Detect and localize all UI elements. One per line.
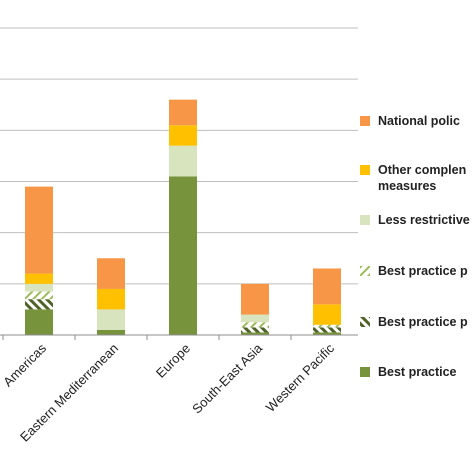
legend-label: Best practice [378,365,457,379]
legend-item-national-policy: National polic [360,113,460,129]
bar-segment [169,125,197,146]
legend-swatch-best-practice [360,367,370,377]
bar-segment [313,268,341,305]
bar-segment [25,283,53,292]
bar-segment [241,327,269,333]
bar-segment [97,309,125,330]
legend-item-less-restrictive: Less restrictive [360,212,470,228]
bar-segment [241,322,269,328]
legend-swatch-hatch-light [360,266,370,276]
bar-segment [241,283,269,315]
x-tick-label: Western Pacific [263,340,338,415]
legend-label: Best practice p [378,315,468,329]
bar-segment [25,299,53,310]
bar-segment [241,332,269,335]
legend-swatch-less-restrictive [360,215,370,225]
legend-label: Other complen measures [378,163,467,193]
legend-item-best-practice-p-light: Best practice p [360,263,468,279]
bar-segment [97,258,125,289]
bar-segment [169,99,197,126]
bar-segment [169,176,197,335]
bar-segment [313,332,341,335]
x-tick-label: Americas [0,340,49,389]
legend-label: National polic [378,114,460,128]
bar-segment [25,186,53,274]
legend-label: Less restrictive [378,213,470,227]
legend-label: Best practice p [378,264,468,278]
bar-segment [97,329,125,335]
bar-segment [313,327,341,333]
x-tick-label: South-East Asia [189,340,266,417]
x-tick-label: Europe [153,341,193,381]
bar-segment [313,324,341,328]
bar-segment [313,304,341,325]
bar-segment [97,288,125,310]
bar-segment [169,145,197,177]
legend-swatch-national-policy [360,116,370,126]
legend-swatch-hatch-dense [360,317,370,327]
bar-segment [25,309,53,335]
bar-segment [25,291,53,300]
legend-item-best-practice-p-dense: Best practice p [360,314,468,330]
bar-segment [25,273,53,284]
legend-item-best-practice: Best practice [360,364,457,380]
legend-item-other-complementary: Other complen measures [360,162,466,194]
bar-segment [241,314,269,323]
bars [25,99,341,335]
legend-swatch-other-complementary [360,165,370,175]
